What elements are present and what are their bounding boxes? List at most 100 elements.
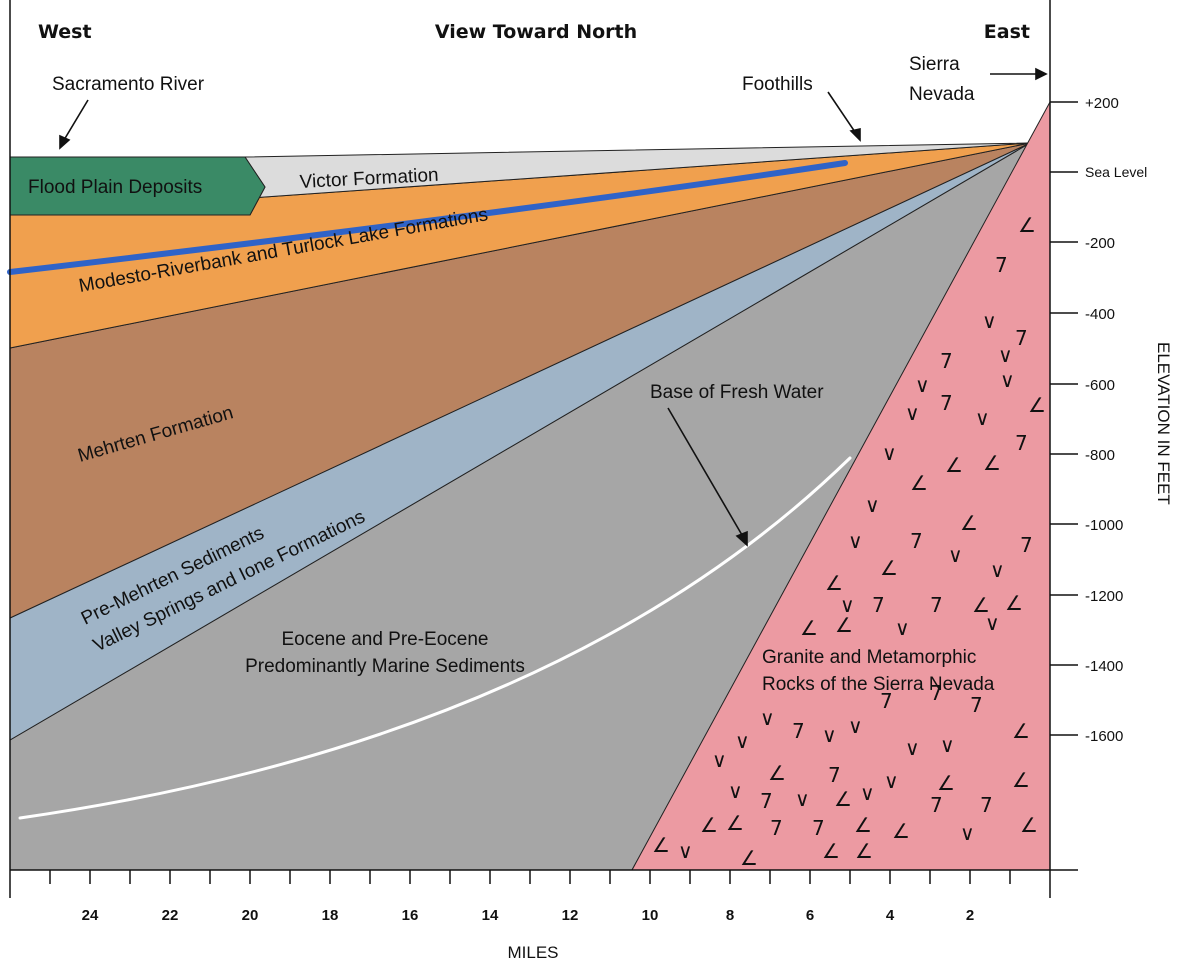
x-tick-marks bbox=[9, 870, 1051, 898]
granite-mark: ∨ bbox=[795, 787, 810, 811]
granite-mark: 7 bbox=[1015, 326, 1028, 350]
sierra-label-line1: Sierra bbox=[909, 54, 960, 75]
x-axis-title: MILES bbox=[507, 943, 558, 962]
granite-mark: ∠ bbox=[825, 571, 843, 595]
granite-mark: ∠ bbox=[700, 813, 718, 837]
x-tick-label: 10 bbox=[642, 907, 659, 924]
granite-mark: ∨ bbox=[678, 839, 693, 863]
y-tick-label: -1200 bbox=[1085, 588, 1123, 605]
granite-mark: ∠ bbox=[880, 556, 898, 580]
granite-mark: ∠ bbox=[945, 453, 963, 477]
y-tick-label: -800 bbox=[1085, 447, 1115, 464]
granite-mark: ∨ bbox=[1000, 368, 1015, 392]
granite-mark: 7 bbox=[812, 816, 825, 840]
granite-mark: ∨ bbox=[712, 748, 727, 772]
x-tick-label: 8 bbox=[726, 907, 734, 924]
granite-pattern: ∠ 7 ∨ 7 ∨ 7 ∨ ∨ ∠ ∨ 7 ∨ 7 ∨ ∠ ∠ ∠ ∨ ∠ 7 … bbox=[652, 213, 1046, 870]
granite-mark: 7 bbox=[995, 253, 1008, 277]
y-tick-label: Sea Level bbox=[1085, 164, 1147, 180]
foothills-label: Foothills bbox=[742, 74, 813, 95]
granite-mark: ∠ bbox=[1012, 768, 1030, 792]
granite-mark: ∠ bbox=[1028, 393, 1046, 417]
eocene-label-line2: Predominantly Marine Sediments bbox=[245, 656, 525, 677]
x-tick-label: 2 bbox=[966, 907, 974, 924]
granite-mark: ∠ bbox=[652, 833, 670, 857]
granite-mark: ∨ bbox=[865, 493, 880, 517]
granite-mark: ∠ bbox=[910, 471, 928, 495]
fresh-water-arrow bbox=[667, 407, 743, 536]
y-tick-label: -1600 bbox=[1085, 728, 1123, 745]
granite-mark: 7 bbox=[828, 763, 841, 787]
granite-mark: ∨ bbox=[915, 373, 930, 397]
granite-mark: 7 bbox=[970, 693, 983, 717]
x-tick-label: 12 bbox=[562, 907, 579, 924]
granite-mark: ∠ bbox=[960, 511, 978, 535]
sierra-label-line2: Nevada bbox=[909, 84, 975, 105]
west-label: West bbox=[38, 21, 92, 43]
y-tick-label: -400 bbox=[1085, 306, 1115, 323]
y-tick-marks bbox=[1050, 101, 1078, 736]
x-tick-labels: 24 22 20 18 16 14 12 10 8 6 4 2 bbox=[82, 907, 975, 924]
granite-mark: ∠ bbox=[800, 616, 818, 640]
granite-mark: ∠ bbox=[834, 787, 852, 811]
granite-mark: 7 bbox=[940, 349, 953, 373]
x-tick-label: 4 bbox=[886, 907, 895, 924]
arrow-head bbox=[1035, 67, 1048, 81]
y-tick-labels: +200 Sea Level -200 -400 -600 -800 -1000… bbox=[1085, 95, 1147, 745]
granite-mark: ∠ bbox=[1012, 719, 1030, 743]
granite-mark: ∨ bbox=[975, 406, 990, 430]
granite-mark: 7 bbox=[872, 593, 885, 617]
x-tick-label: 24 bbox=[82, 907, 99, 924]
granite-mark: ∨ bbox=[895, 616, 910, 640]
granite-mark: ∨ bbox=[760, 706, 775, 730]
y-axis-title: ELEVATION IN FEET bbox=[1154, 342, 1173, 505]
x-tick-label: 22 bbox=[162, 907, 179, 924]
granite-mark: 7 bbox=[940, 391, 953, 415]
granite-mark: ∨ bbox=[822, 723, 837, 747]
granite-mark: ∨ bbox=[840, 593, 855, 617]
granite-mark: ∨ bbox=[848, 529, 863, 553]
x-tick-label: 20 bbox=[242, 907, 259, 924]
granite-mark: 7 bbox=[792, 719, 805, 743]
granite-mark: ∨ bbox=[982, 309, 997, 333]
granite-mark: ∠ bbox=[983, 451, 1001, 475]
x-tick-label: 6 bbox=[806, 907, 814, 924]
granite-mark: ∨ bbox=[998, 343, 1013, 367]
granite-mark: 7 bbox=[930, 593, 943, 617]
y-tick-label: +200 bbox=[1085, 95, 1119, 112]
granite-mark: 7 bbox=[770, 816, 783, 840]
granite-mark: ∨ bbox=[905, 736, 920, 760]
granite-mark: 7 bbox=[1020, 533, 1033, 557]
arrow-head bbox=[59, 134, 71, 150]
arrow-head bbox=[735, 530, 748, 547]
granite-mark: ∠ bbox=[768, 761, 786, 785]
granite-mark: ∠ bbox=[1018, 213, 1036, 237]
granite-mark: ∨ bbox=[848, 714, 863, 738]
east-label: East bbox=[984, 21, 1030, 43]
granite-mark: ∠ bbox=[972, 593, 990, 617]
eocene-label-line1: Eocene and Pre-Eocene bbox=[281, 629, 488, 650]
granite-mark: 7 bbox=[930, 681, 943, 705]
granite-mark: ∠ bbox=[937, 771, 955, 795]
granite-mark: ∨ bbox=[860, 781, 875, 805]
granite-mark: ∨ bbox=[905, 401, 920, 425]
x-tick-label: 18 bbox=[322, 907, 339, 924]
granite-label-line2: Rocks of the Sierra Nevada bbox=[762, 674, 995, 695]
sacramento-arrow bbox=[63, 99, 89, 141]
foothills-arrow bbox=[827, 91, 856, 133]
granite-mark: ∠ bbox=[822, 839, 840, 863]
y-tick-label: -600 bbox=[1085, 377, 1115, 394]
granite-label-line1: Granite and Metamorphic bbox=[762, 647, 976, 668]
granite-mark: ∠ bbox=[1020, 813, 1038, 837]
granite-mark: ∨ bbox=[990, 558, 1005, 582]
granite-mark: ∨ bbox=[884, 769, 899, 793]
granite-mark: ∠ bbox=[740, 846, 758, 870]
granite-mark: 7 bbox=[880, 689, 893, 713]
granite-mark: ∨ bbox=[985, 611, 1000, 635]
granite-mark: ∠ bbox=[892, 819, 910, 843]
granite-mark: ∨ bbox=[735, 729, 750, 753]
base-fresh-water-label: Base of Fresh Water bbox=[650, 382, 824, 403]
granite-mark: 7 bbox=[930, 793, 943, 817]
